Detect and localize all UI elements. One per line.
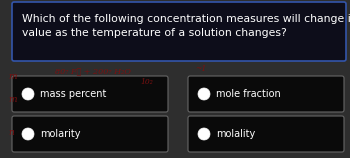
Circle shape	[198, 88, 210, 100]
Text: mole fraction: mole fraction	[216, 89, 281, 99]
Text: ~1: ~1	[195, 65, 206, 73]
FancyBboxPatch shape	[188, 116, 344, 152]
Text: m: m	[8, 72, 16, 81]
Text: 10₂: 10₂	[140, 78, 153, 86]
Circle shape	[198, 128, 210, 140]
Text: m: m	[8, 95, 16, 104]
FancyBboxPatch shape	[188, 76, 344, 112]
Text: mass percent: mass percent	[40, 89, 106, 99]
FancyBboxPatch shape	[12, 2, 346, 61]
FancyBboxPatch shape	[12, 116, 168, 152]
Circle shape	[22, 88, 34, 100]
Text: molality: molality	[216, 129, 255, 139]
Text: Which of the following concentration measures will change in
value as the temper: Which of the following concentration mea…	[22, 14, 350, 38]
Text: 80₇ Fℓ + 200₇ H₂O: 80₇ Fℓ + 200₇ H₂O	[55, 68, 131, 76]
Text: molarity: molarity	[40, 129, 80, 139]
Circle shape	[22, 128, 34, 140]
Text: n: n	[8, 128, 14, 137]
FancyBboxPatch shape	[12, 76, 168, 112]
